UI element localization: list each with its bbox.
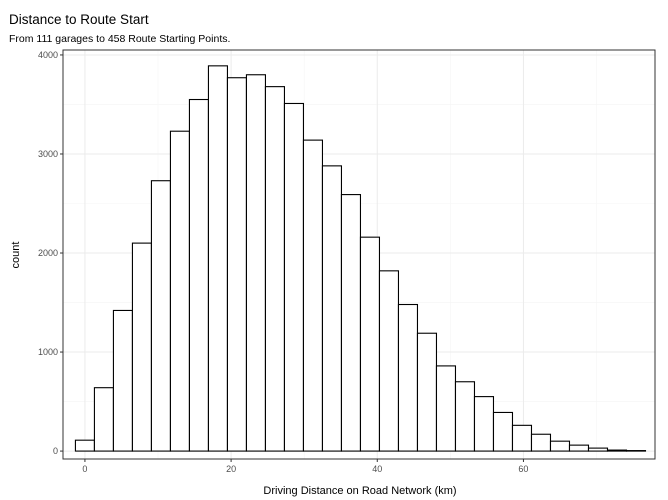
histogram-bar bbox=[587, 447, 609, 452]
histogram-bar bbox=[606, 449, 628, 452]
chart-title: Distance to Route Start bbox=[9, 12, 149, 27]
histogram-bar bbox=[359, 236, 381, 452]
histogram-bar bbox=[397, 303, 419, 452]
histogram-bar bbox=[492, 411, 514, 452]
y-tick-label: 4000 bbox=[38, 50, 58, 60]
histogram-bar bbox=[245, 74, 266, 452]
histogram-bar bbox=[93, 387, 114, 452]
y-tick-label: 3000 bbox=[38, 149, 58, 159]
histogram-bar bbox=[302, 139, 324, 452]
histogram-bar bbox=[321, 165, 343, 452]
histogram-bar bbox=[435, 365, 457, 452]
histogram-bar bbox=[511, 424, 533, 452]
histogram-bar bbox=[549, 440, 571, 452]
y-tick-label: 1000 bbox=[38, 347, 58, 357]
y-tick-label: 2000 bbox=[38, 248, 58, 258]
histogram-bar bbox=[188, 98, 209, 452]
histogram-bar bbox=[283, 102, 305, 452]
x-axis: 0 20 40 60 bbox=[82, 459, 528, 474]
x-tick-label: 60 bbox=[518, 464, 528, 474]
plot-panel bbox=[62, 49, 656, 460]
x-tick-label: 40 bbox=[372, 464, 382, 474]
histogram-bar bbox=[207, 65, 228, 452]
histogram-bar bbox=[74, 439, 95, 452]
histogram-bar bbox=[530, 433, 552, 452]
histogram-bar bbox=[340, 194, 362, 452]
x-axis-title: Driving Distance on Road Network (km) bbox=[263, 485, 456, 497]
histogram-bar bbox=[150, 180, 171, 452]
x-tick-label: 20 bbox=[226, 464, 236, 474]
histogram-bar bbox=[264, 86, 286, 452]
y-axis: 0 1000 2000 3000 4000 bbox=[38, 50, 63, 456]
histogram-bar bbox=[112, 309, 133, 452]
histogram-bar bbox=[625, 450, 647, 452]
histogram-bar bbox=[169, 130, 190, 452]
histogram-bar bbox=[416, 332, 438, 452]
y-axis-title: count bbox=[10, 242, 22, 269]
histogram-bar bbox=[226, 77, 247, 452]
chart-subtitle: From 111 garages to 458 Route Starting P… bbox=[9, 33, 230, 45]
histogram-bar bbox=[378, 270, 400, 452]
histogram-bar bbox=[131, 242, 152, 452]
histogram-bar bbox=[568, 444, 590, 452]
histogram-bar bbox=[473, 396, 495, 452]
x-tick-label: 0 bbox=[82, 464, 87, 474]
histogram-bars bbox=[74, 65, 647, 452]
y-tick-label: 0 bbox=[53, 446, 58, 456]
histogram-bar bbox=[454, 381, 476, 452]
